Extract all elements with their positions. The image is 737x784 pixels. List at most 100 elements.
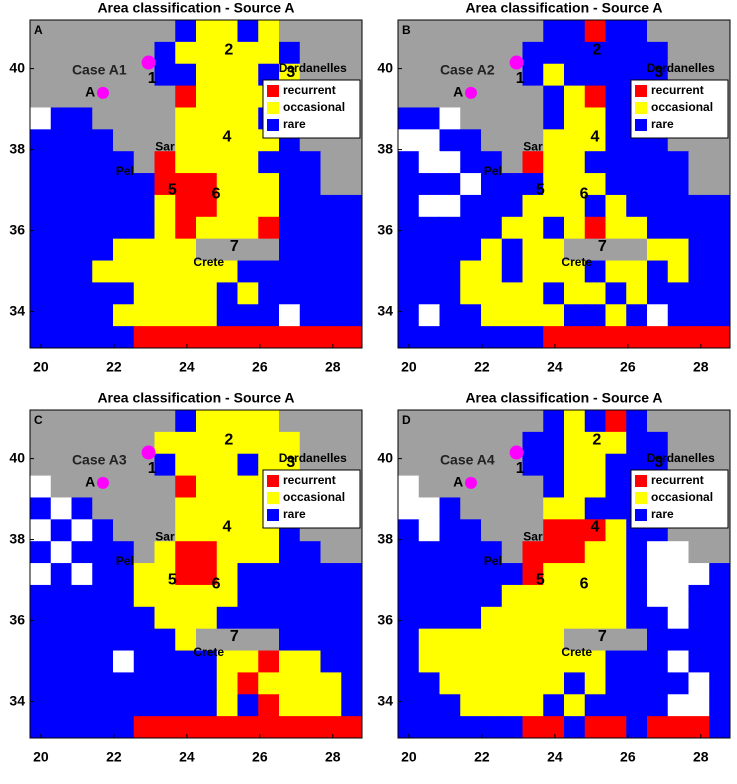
map-frame (397, 19, 731, 349)
grid-cell (584, 85, 606, 108)
grid-cell (439, 85, 461, 108)
grid-cell (216, 584, 238, 608)
grid-cell (398, 497, 420, 520)
grid-cell (398, 453, 420, 477)
grid-cell (543, 694, 565, 717)
grid-cell (71, 129, 93, 152)
grid-cell (196, 584, 218, 608)
grid-cell (501, 694, 523, 717)
grid-cell (175, 563, 197, 586)
grid-cell (709, 606, 731, 630)
grid-cell (647, 431, 669, 455)
grid-cell (564, 216, 586, 240)
grid-cell (439, 694, 461, 717)
grid-cell (688, 716, 710, 739)
y-tick-label: 38 (377, 530, 393, 546)
grid-cell (481, 628, 503, 652)
grid-cell (522, 694, 544, 717)
grid-cell (626, 606, 648, 630)
grid-cell (439, 151, 461, 174)
x-tick-label: 26 (620, 359, 636, 375)
grid-cell (216, 563, 238, 586)
grid-cell (71, 85, 93, 108)
grid-cell (175, 326, 197, 349)
grid-cell (279, 694, 301, 717)
grid-cell (71, 194, 93, 218)
grid-cell (439, 672, 461, 695)
grid-cell (626, 672, 648, 695)
grid-cell (481, 20, 503, 43)
grid-cell (92, 151, 114, 174)
grid-cell (216, 63, 238, 87)
grid-cell (279, 563, 301, 586)
place-label: Pel (116, 164, 134, 178)
grid-cell (522, 85, 544, 108)
grid-cell (175, 584, 197, 608)
grid-cell (133, 563, 155, 586)
grid-cell (667, 672, 689, 695)
grid-cell (279, 606, 301, 630)
grid-cell (605, 519, 627, 542)
grid-cell (154, 541, 176, 564)
panel-letter: A (34, 23, 43, 37)
grid-cell (647, 260, 669, 283)
grid-cell (418, 129, 440, 152)
grid-cell (688, 151, 710, 174)
place-label: 7 (230, 238, 239, 255)
grid-cell (605, 282, 627, 305)
grid-cell (133, 628, 155, 652)
grid-cell (50, 63, 72, 87)
grid-cell (113, 694, 135, 717)
grid-cell (113, 151, 135, 174)
grid-cell (133, 410, 155, 433)
grid-cell (216, 282, 238, 305)
grid-cell (481, 173, 503, 196)
grid-cell (113, 85, 135, 108)
grid-cell (501, 628, 523, 652)
legend-label: rare (651, 507, 674, 521)
grid-cell (30, 650, 52, 673)
grid-cell (439, 453, 461, 477)
grid-cell (543, 519, 565, 542)
grid-cell (398, 282, 420, 305)
grid-cell (237, 107, 259, 130)
grid-cell (418, 431, 440, 455)
grid-cell (71, 107, 93, 130)
grid-cell (647, 563, 669, 586)
grid-cell (175, 304, 197, 327)
grid-cell (605, 475, 627, 498)
grid-cell (418, 475, 440, 498)
map-frame (29, 19, 363, 349)
grid-cell (30, 519, 52, 542)
y-tick-label: 40 (377, 449, 393, 465)
grid-cell (605, 129, 627, 152)
grid-cell (543, 238, 565, 262)
grid-cell (709, 584, 731, 608)
grid-cell (196, 628, 218, 652)
grid-cell (667, 20, 689, 43)
y-tick-label: 38 (9, 530, 25, 546)
grid-cell (154, 716, 176, 739)
grid-cell (667, 41, 689, 65)
grid-cell (709, 563, 731, 586)
grid-cell (439, 326, 461, 349)
grid-cell (113, 282, 135, 305)
place-label: 6 (580, 185, 589, 202)
grid-cell (237, 282, 259, 305)
place-label: Crete (561, 645, 592, 659)
grid-cell (398, 238, 420, 262)
grid-cell (398, 216, 420, 240)
grid-cell (501, 672, 523, 695)
grid-cell (439, 194, 461, 218)
grid-cell (584, 650, 606, 673)
grid-cell (584, 238, 606, 262)
grid-cell (481, 194, 503, 218)
grid-cell (50, 282, 72, 305)
grid-cell (564, 672, 586, 695)
grid-cell (113, 563, 135, 586)
grid-cell (398, 475, 420, 498)
grid-cell (709, 716, 731, 739)
legend-swatch (635, 102, 647, 114)
x-tick-label: 26 (620, 749, 636, 765)
grid-cell (418, 606, 440, 630)
